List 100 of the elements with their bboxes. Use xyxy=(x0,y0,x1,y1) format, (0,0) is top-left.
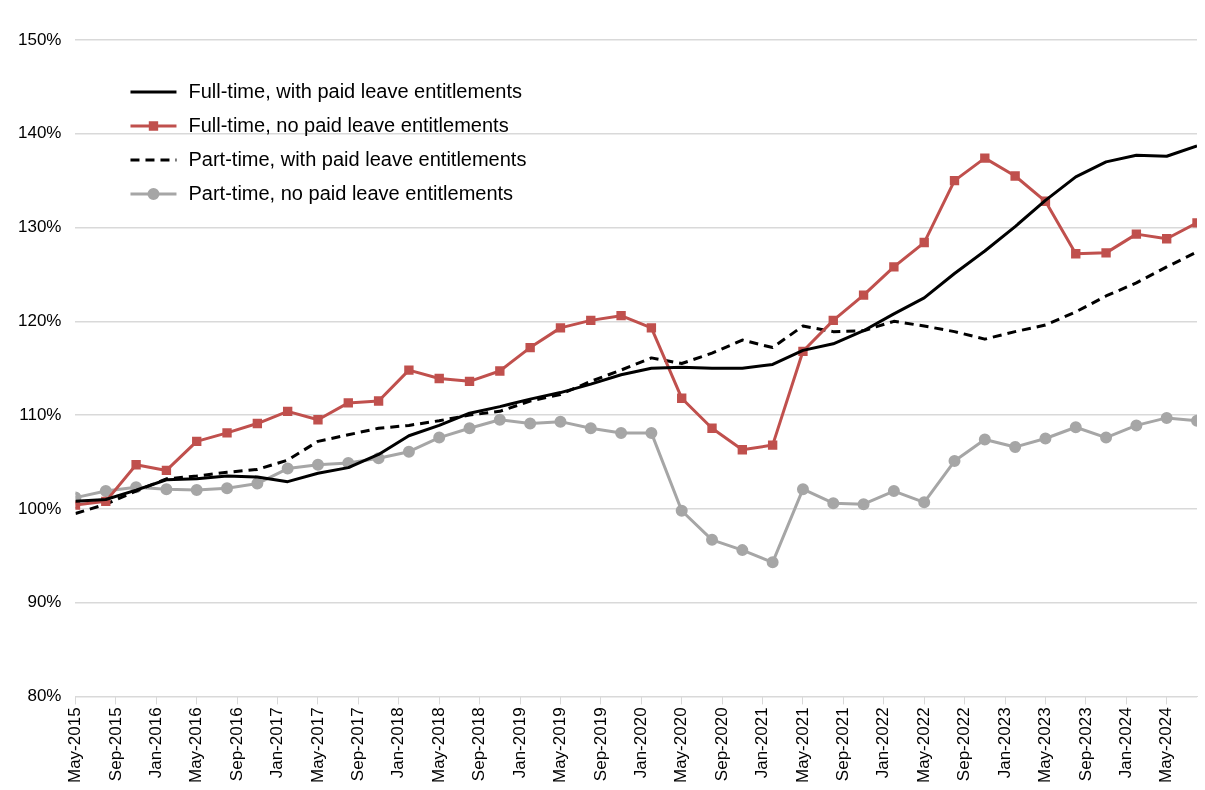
y-tick-label: 90% xyxy=(27,592,62,612)
x-tick-label: May-2018 xyxy=(428,707,448,784)
x-tick-label: Sep-2018 xyxy=(469,707,489,782)
x-tick-label: May-2021 xyxy=(792,707,812,784)
y-tick-label: 110% xyxy=(19,404,62,424)
point xyxy=(737,445,748,455)
point xyxy=(433,431,446,444)
x-tick-label: Sep-2020 xyxy=(711,707,731,782)
point xyxy=(796,483,809,496)
x-tick-label: May-2017 xyxy=(307,707,327,784)
point xyxy=(948,455,961,468)
point xyxy=(524,417,537,430)
point xyxy=(463,422,476,435)
x-tick-label: Sep-2015 xyxy=(105,707,125,782)
point xyxy=(707,423,717,433)
point xyxy=(190,484,203,497)
point xyxy=(980,153,990,163)
y-tick-label: 120% xyxy=(18,311,62,330)
point xyxy=(586,315,596,326)
point xyxy=(857,498,870,511)
x-tick-label: Sep-2021 xyxy=(833,707,853,782)
point xyxy=(343,398,353,408)
x-tick-label: May-2016 xyxy=(186,707,206,784)
point xyxy=(919,237,929,248)
x-tick-label: Jan-2016 xyxy=(146,707,165,779)
x-tick-label: May-2020 xyxy=(671,707,691,784)
point xyxy=(252,418,263,429)
point xyxy=(1101,248,1111,258)
point xyxy=(767,440,778,450)
point xyxy=(584,422,597,435)
x-tick-label: Sep-2017 xyxy=(348,707,368,782)
point xyxy=(616,311,626,321)
legend-label: Part-time, no paid leave entitlements xyxy=(188,181,514,204)
x-tick-label: Sep-2016 xyxy=(226,707,246,782)
point xyxy=(99,485,112,498)
point xyxy=(675,504,688,517)
point xyxy=(161,465,172,476)
legend-label: Full-time, with paid leave entitlements xyxy=(188,79,522,102)
x-tick-label: Sep-2022 xyxy=(954,707,974,782)
legend-label: Part-time, with paid leave entitlements xyxy=(188,147,527,170)
point xyxy=(311,458,324,471)
x-tick-label: Jan-2023 xyxy=(994,707,1014,779)
point xyxy=(554,415,567,428)
point xyxy=(646,323,657,333)
point xyxy=(1131,229,1142,239)
point xyxy=(949,175,960,186)
x-tick-label: May-2022 xyxy=(913,707,933,784)
point xyxy=(1010,171,1020,181)
point xyxy=(160,483,173,496)
x-tick-label: May-2024 xyxy=(1156,707,1176,784)
point xyxy=(889,262,899,272)
point xyxy=(313,415,323,425)
point xyxy=(1071,249,1081,259)
x-tick-label: Jan-2020 xyxy=(630,707,650,779)
point xyxy=(1162,234,1172,244)
point xyxy=(495,366,505,376)
point xyxy=(493,413,506,426)
point xyxy=(251,477,264,490)
x-tick-label: May-2015 xyxy=(65,707,85,784)
point xyxy=(1009,440,1022,453)
point xyxy=(706,533,719,546)
point xyxy=(1100,431,1113,444)
point xyxy=(282,406,293,417)
point xyxy=(373,396,384,406)
x-tick-label: Jan-2021 xyxy=(752,707,772,779)
point xyxy=(1039,432,1052,445)
point xyxy=(221,482,234,495)
point xyxy=(404,365,414,375)
point xyxy=(192,436,202,447)
point xyxy=(858,290,869,300)
point xyxy=(1160,411,1173,424)
x-tick-label: Sep-2019 xyxy=(590,707,610,782)
point xyxy=(615,426,628,439)
y-tick-label: 80% xyxy=(27,686,62,706)
x-tick-label: May-2023 xyxy=(1035,707,1055,784)
point xyxy=(677,393,687,403)
point xyxy=(222,428,232,438)
legend-label: Full-time, no paid leave entitlements xyxy=(188,113,509,136)
point xyxy=(402,445,415,458)
x-tick-label: Jan-2024 xyxy=(1115,707,1135,779)
x-tick-label: Jan-2019 xyxy=(509,707,529,779)
point xyxy=(1069,421,1082,434)
point xyxy=(766,556,779,569)
x-tick-label: Jan-2017 xyxy=(267,707,287,779)
x-tick-label: May-2019 xyxy=(550,707,570,784)
y-tick-label: 130% xyxy=(18,217,62,237)
point xyxy=(827,497,840,510)
x-tick-label: Jan-2022 xyxy=(873,707,893,779)
point xyxy=(828,315,838,326)
x-tick-label: Sep-2023 xyxy=(1075,707,1095,782)
point xyxy=(434,373,444,384)
point xyxy=(555,323,566,333)
point xyxy=(918,496,931,509)
point xyxy=(978,433,991,446)
point xyxy=(1130,419,1143,432)
point xyxy=(281,462,294,475)
point xyxy=(645,426,658,439)
point xyxy=(131,460,141,470)
y-tick-label: 150% xyxy=(18,29,62,49)
point xyxy=(736,544,749,557)
